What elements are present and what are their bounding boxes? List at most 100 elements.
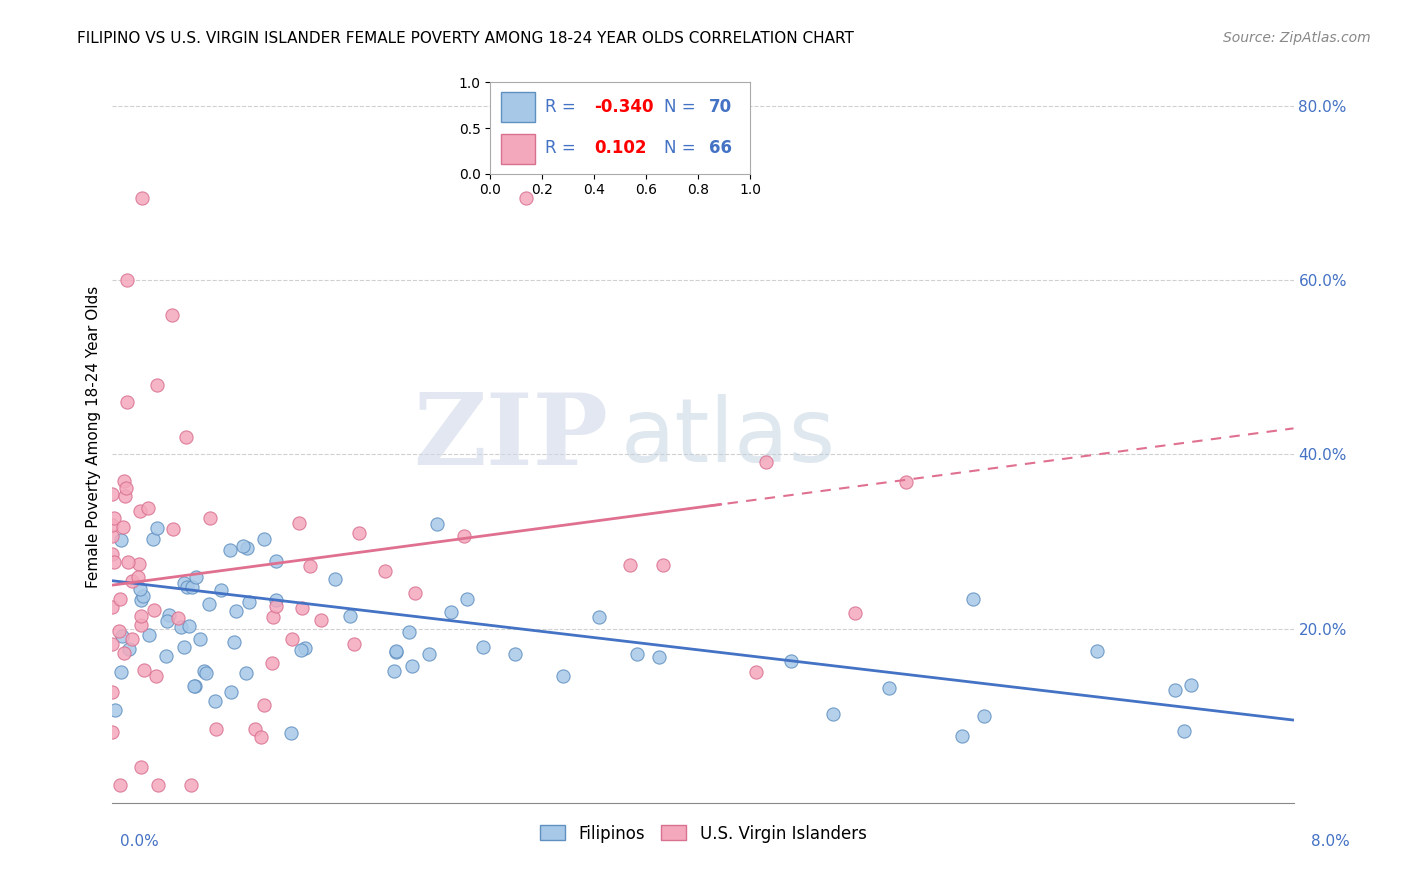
Point (309, 613, 332, 627)
Point (173, 640, 195, 654)
Point (128, 582, 150, 596)
Point (111, 629, 134, 643)
Point (280, 726, 302, 740)
Point (266, 593, 288, 607)
Text: atlas: atlas (620, 393, 835, 481)
Point (266, 554, 288, 568)
Point (181, 580, 204, 594)
Point (652, 558, 675, 573)
Point (101, 487, 124, 501)
Point (385, 645, 408, 659)
Point (110, 533, 132, 547)
Point (157, 607, 180, 622)
Point (121, 632, 143, 646)
Y-axis label: Female Poverty Among 18-24 Year Olds: Female Poverty Among 18-24 Year Olds (86, 286, 101, 588)
Point (179, 619, 201, 633)
Point (252, 698, 274, 712)
Point (162, 523, 184, 537)
Point (287, 516, 309, 531)
Point (101, 724, 124, 739)
Point (1164, 683, 1187, 698)
Point (145, 521, 167, 535)
Point (142, 603, 165, 617)
Point (426, 516, 449, 531)
Point (108, 624, 131, 639)
Point (262, 610, 284, 624)
Point (134, 663, 156, 677)
Point (110, 665, 132, 680)
Point (647, 649, 669, 664)
Point (146, 778, 169, 792)
Text: 8.0%: 8.0% (1310, 834, 1350, 848)
Point (626, 647, 648, 661)
Point (101, 600, 124, 615)
Point (128, 557, 150, 571)
Point (145, 669, 167, 683)
Point (108, 778, 131, 792)
Text: ZIP: ZIP (413, 389, 609, 485)
Point (755, 455, 778, 469)
Point (104, 704, 127, 718)
Point (176, 580, 198, 594)
Point (471, 640, 494, 655)
Point (290, 643, 312, 657)
Point (136, 500, 159, 515)
Point (219, 543, 242, 558)
Point (453, 529, 475, 543)
Point (219, 684, 242, 698)
Point (188, 632, 211, 647)
Point (323, 572, 346, 586)
Point (111, 520, 134, 534)
Point (142, 532, 165, 546)
Point (780, 654, 803, 668)
Point (121, 574, 143, 588)
Point (844, 607, 866, 621)
Point (129, 593, 152, 607)
Point (299, 558, 322, 573)
Point (398, 625, 420, 640)
Point (129, 609, 152, 624)
Point (505, 647, 527, 661)
Point (160, 308, 183, 322)
Point (404, 585, 426, 599)
Point (180, 778, 202, 792)
Point (114, 489, 136, 503)
Point (101, 517, 124, 532)
Point (1180, 678, 1202, 692)
Point (418, 647, 440, 661)
Point (174, 430, 197, 444)
Point (236, 541, 259, 555)
Point (243, 723, 266, 737)
Point (894, 475, 917, 489)
Point (129, 760, 152, 774)
Point (117, 555, 139, 569)
Text: FILIPINO VS U.S. VIRGIN ISLANDER FEMALE POVERTY AMONG 18-24 YEAR OLDS CORRELATIO: FILIPINO VS U.S. VIRGIN ISLANDER FEMALE … (77, 31, 855, 46)
Point (118, 641, 141, 656)
Point (115, 481, 138, 495)
Point (101, 528, 124, 542)
Point (281, 632, 304, 647)
Point (209, 583, 232, 598)
Point (138, 628, 160, 642)
Point (101, 547, 124, 561)
Point (440, 605, 463, 619)
Point (225, 603, 247, 617)
Point (374, 564, 396, 578)
Point (1173, 724, 1195, 739)
Point (173, 575, 195, 590)
Point (222, 634, 245, 648)
Point (343, 637, 366, 651)
Text: 0.0%: 0.0% (120, 834, 159, 848)
Point (253, 532, 276, 546)
Point (132, 589, 155, 603)
Point (184, 570, 207, 584)
Point (515, 191, 537, 205)
Point (117, 273, 138, 287)
Point (266, 599, 288, 614)
Point (384, 644, 406, 658)
Point (456, 592, 478, 607)
Text: Source: ZipAtlas.com: Source: ZipAtlas.com (1223, 31, 1371, 45)
Point (962, 591, 984, 606)
Point (1085, 644, 1108, 658)
Point (744, 665, 766, 679)
